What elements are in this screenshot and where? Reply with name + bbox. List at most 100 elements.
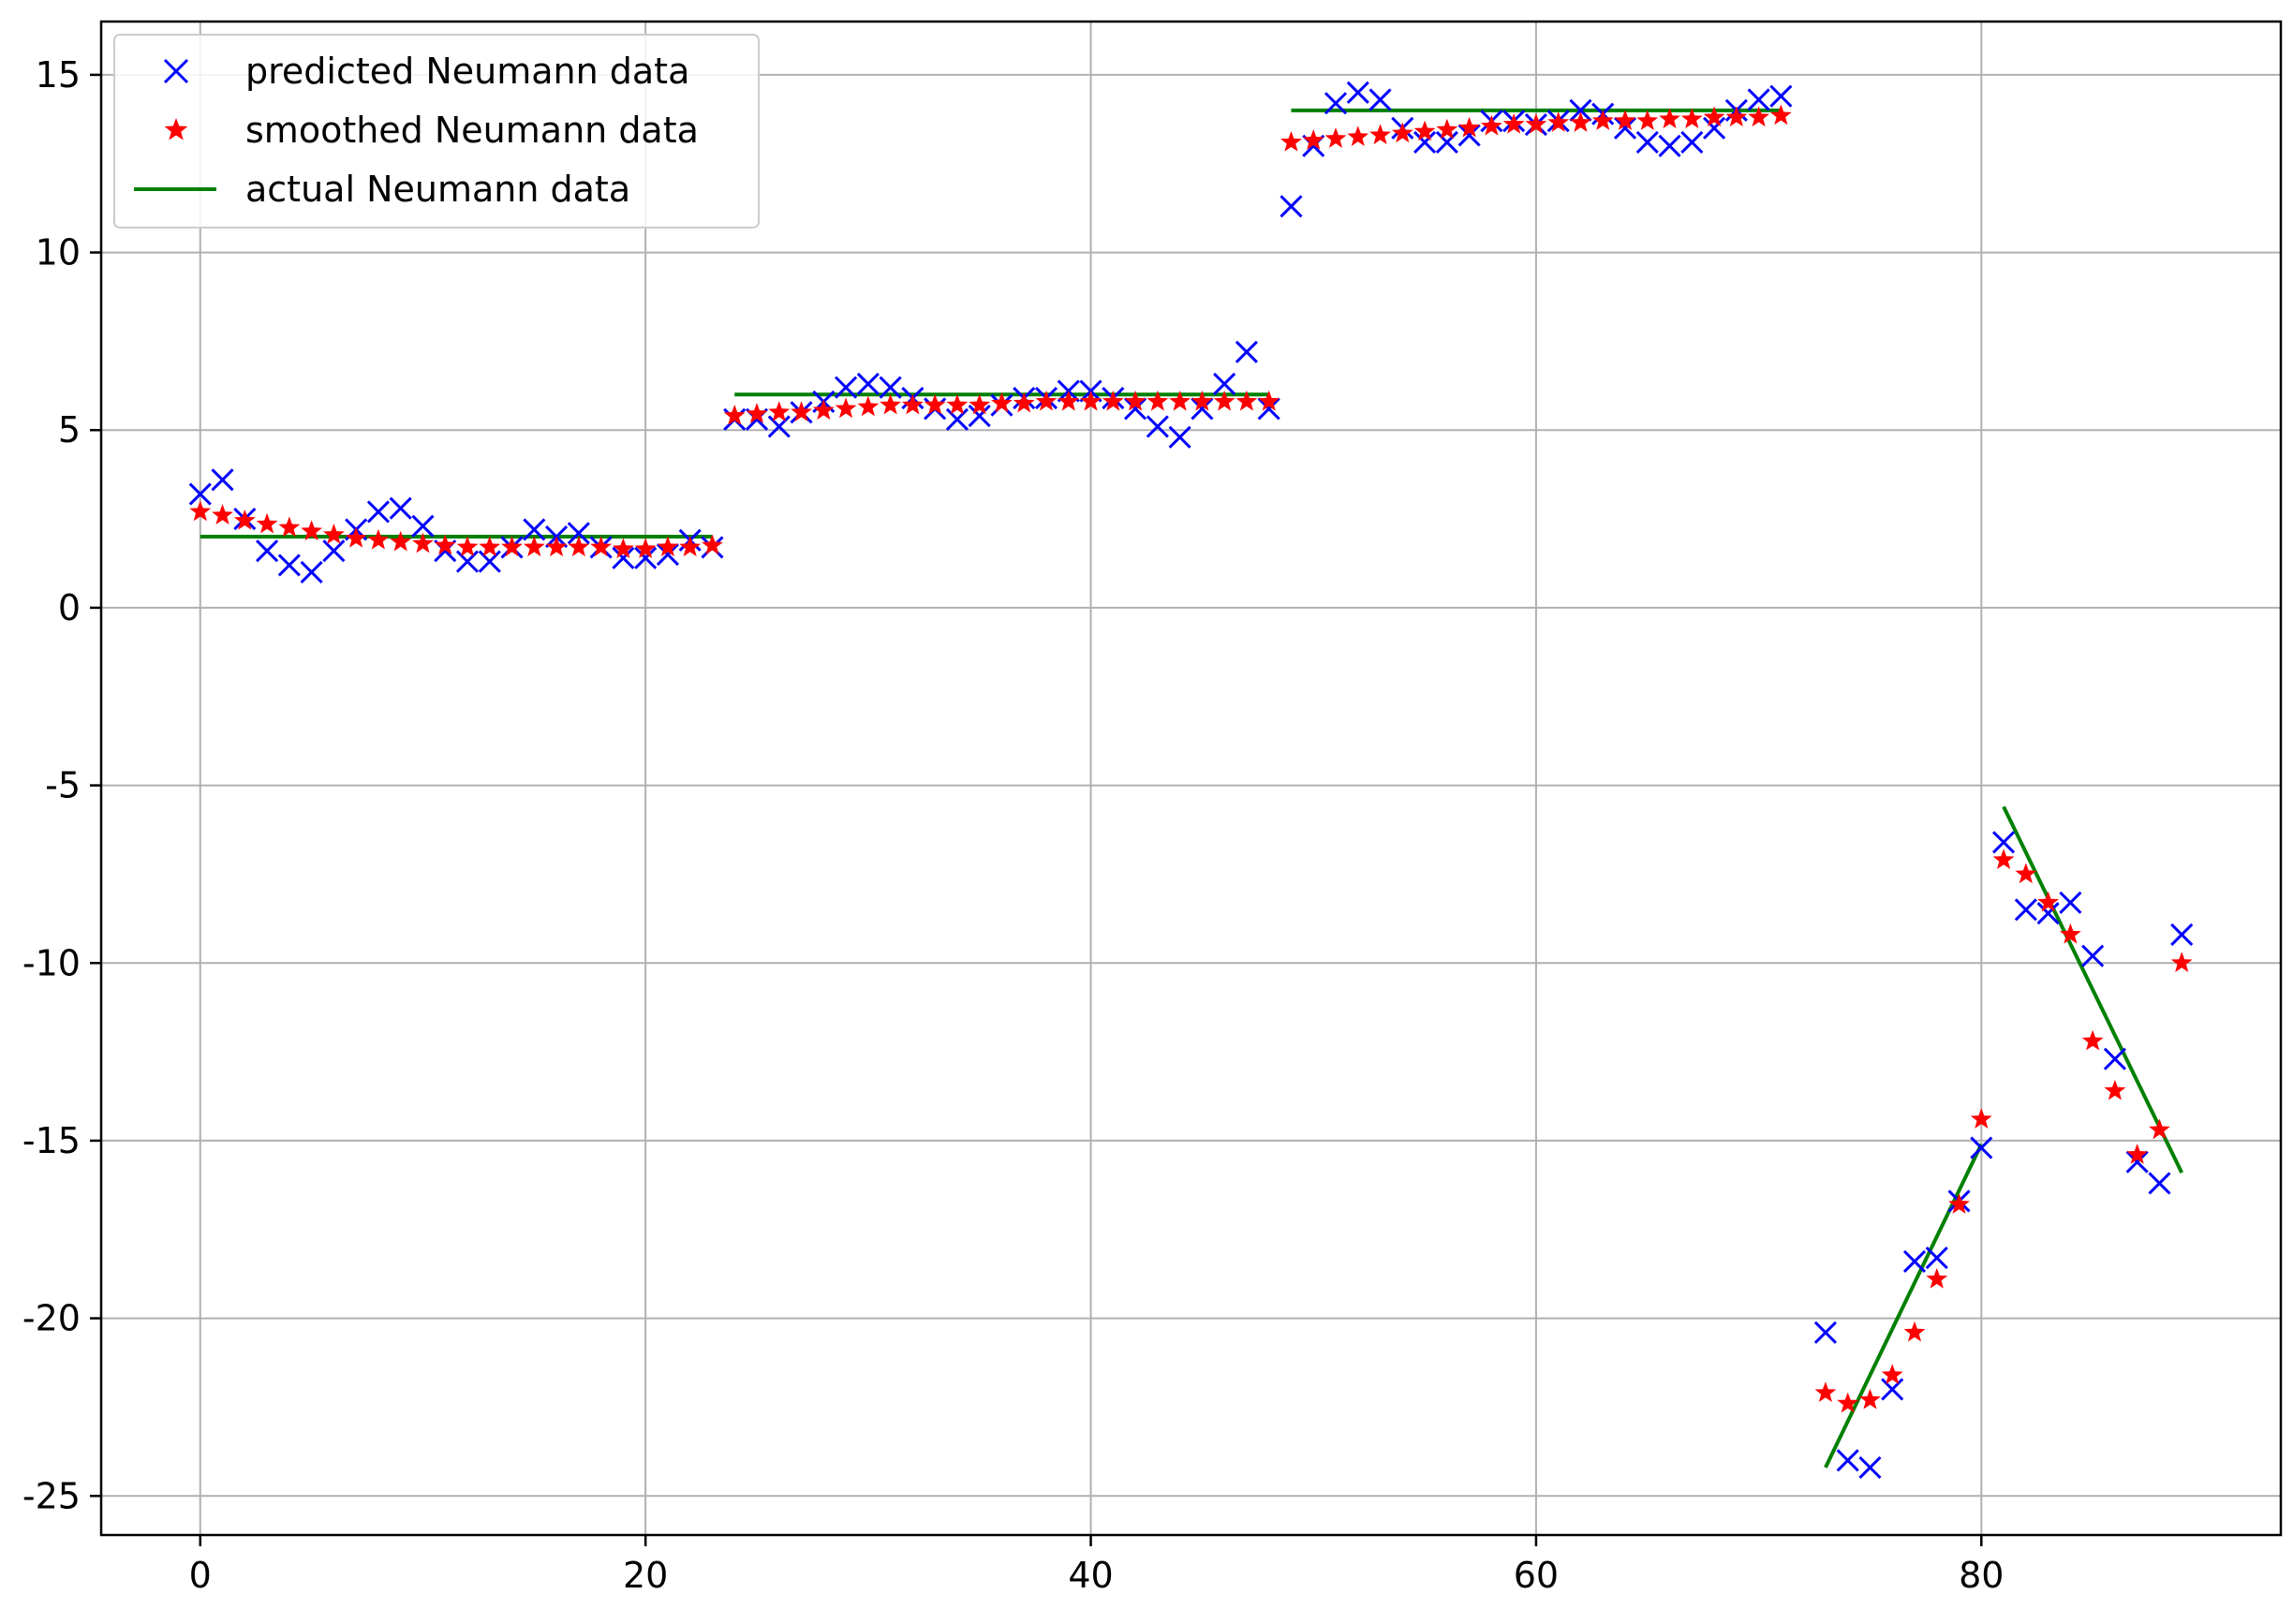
predicted-point [1858,1455,1882,1479]
predicted-point [1813,1321,1837,1344]
predicted-point [411,514,435,538]
smoothed-point [1369,124,1391,145]
predicted-point [1413,130,1437,155]
predicted-point [1658,134,1681,157]
smoothed-point [1525,113,1547,134]
smoothed-point [1458,116,1481,138]
y-tick-label: 10 [36,232,81,273]
predicted-point [1881,1378,1904,1401]
smoothed-point [212,504,233,524]
predicted-point [1992,831,2016,854]
smoothed-point [1391,122,1413,143]
predicted-point [2170,923,2194,946]
smoothed-point [1881,1364,1903,1384]
smoothed-neumann-series [189,104,2193,1413]
x-tick-label: 40 [1068,1555,1113,1596]
predicted-point [1680,130,1704,155]
predicted-point [188,482,212,506]
smoothed-point [880,393,902,415]
predicted-point [277,554,301,577]
smoothed-point [679,536,702,557]
axis-ticks: 0 20 40 60 80 15 10 5 0 -5 -10 -15 -20 -25 [22,54,2005,1596]
predicted-point [322,539,346,563]
smoothed-point [1748,106,1770,127]
legend-label-predicted: predicted Neumann data [245,51,689,92]
predicted-point [856,372,880,395]
smoothed-point [1169,390,1191,411]
smoothed-point [857,395,880,417]
predicted-point [1902,1249,1927,1273]
smoothed-point [1859,1388,1881,1410]
smoothed-point [1948,1193,1970,1214]
plot-frame [99,20,2283,1537]
smoothed-point [501,536,523,557]
smoothed-point [523,536,545,557]
legend-box [113,34,760,229]
smoothed-point [1102,390,1124,411]
smoothed-point [1280,130,1302,152]
smoothed-point [189,500,212,522]
predicted-point [523,518,546,541]
smoothed-point [768,401,791,421]
predicted-point [1613,116,1637,140]
smoothed-point [1258,390,1280,411]
smoothed-point [434,534,456,555]
x-tick-label: 80 [1959,1555,2004,1596]
predicted-point [612,546,635,569]
smoothed-point [479,536,501,557]
smoothed-point [1146,390,1169,411]
smoothed-point [568,536,590,557]
predicted-point [1168,425,1191,449]
predicted-point [945,407,969,431]
smoothed-point [1058,390,1080,411]
smoothed-point [1436,118,1458,140]
legend-x-marker [163,58,189,84]
smoothed-point [2059,923,2081,944]
predicted-point [1703,116,1726,140]
predicted-point [1146,415,1169,438]
predicted-point [2036,902,2060,925]
smoothed-point [590,536,613,557]
x-tick-label: 20 [623,1555,668,1596]
smoothed-point [1347,125,1369,146]
smoothed-point [969,393,991,415]
predicted-point [455,550,480,573]
smoothed-point [2149,1118,2170,1140]
predicted-point [2103,1047,2126,1070]
predicted-point [567,522,590,545]
predicted-point [1346,81,1369,104]
predicted-point [2148,1172,2171,1195]
smoothed-point [390,530,412,552]
smoothed-point [723,405,746,425]
predicted-point [968,405,991,428]
predicted-point [2125,1150,2149,1174]
predicted-point [634,546,658,569]
predicted-point [1435,130,1458,155]
smoothed-point [657,536,679,557]
smoothed-point [2126,1144,2149,1164]
smoothed-point [2015,863,2037,884]
y-tick-label: -20 [22,1298,81,1339]
predicted-point [1368,88,1392,111]
smoothed-point [1324,127,1347,148]
smoothed-point [233,509,256,530]
predicted-point [1235,340,1258,363]
predicted-point [1257,397,1280,421]
smoothed-point [1080,390,1102,411]
predicted-point [256,539,279,563]
predicted-point [2014,898,2037,922]
predicted-point [1970,1136,1993,1159]
x-tick-label: 60 [1514,1555,1559,1596]
smoothed-point [1570,111,1591,132]
smoothed-point [1591,110,1614,130]
smoothed-point [456,536,479,557]
predicted-point [1124,397,1147,421]
smoothed-point [2081,1029,2104,1051]
smoothed-point [634,538,657,559]
smoothed-point [1926,1267,1948,1289]
y-tick-label: -5 [45,765,81,806]
predicted-point [1836,1449,1859,1472]
smoothed-point [1725,106,1748,127]
